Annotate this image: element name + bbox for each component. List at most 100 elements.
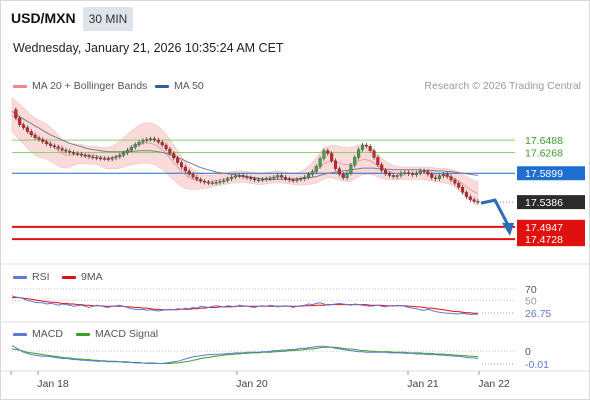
- candle-body: [299, 178, 303, 180]
- candle-body: [222, 180, 226, 182]
- pivot-label: 17.5899: [525, 168, 563, 180]
- candle-body: [276, 175, 280, 178]
- candle-body: [245, 176, 249, 178]
- candle-body: [322, 150, 326, 159]
- candle-body: [410, 173, 415, 176]
- candle-body: [83, 155, 87, 157]
- candle-body: [152, 138, 157, 141]
- candle-body: [372, 150, 376, 158]
- candle-body: [56, 146, 60, 149]
- candle-body: [91, 156, 95, 159]
- candle-body: [233, 175, 237, 178]
- candle-body: [176, 157, 180, 163]
- rsi-ma-legend-label: 9MA: [81, 271, 103, 283]
- candle-body: [214, 182, 218, 184]
- candle-body: [256, 179, 261, 182]
- bollinger-band-area: [11, 97, 479, 206]
- candle-body: [199, 179, 203, 182]
- candle-body: [360, 144, 365, 150]
- candle-body: [191, 174, 195, 178]
- candle-body: [160, 142, 164, 146]
- candle-body: [52, 145, 56, 147]
- macd-legend-label: MACD: [32, 328, 63, 340]
- ma50-line: [11, 110, 479, 180]
- candle-body: [418, 170, 422, 174]
- x-tick-label: Jan 21: [407, 378, 439, 390]
- rsi-line: [11, 295, 479, 316]
- candle-body: [457, 183, 461, 188]
- support-label-5: 17.4728: [525, 234, 563, 246]
- candle-body: [318, 158, 322, 167]
- support-label-4: 17.4947: [525, 222, 563, 234]
- candle-body: [399, 173, 403, 176]
- candle-body: [75, 153, 80, 155]
- support-label-bg-4: [517, 219, 585, 234]
- candle-body: [22, 124, 26, 128]
- candle-body: [380, 164, 384, 171]
- macd-signal-legend-swatch: [76, 333, 90, 336]
- candle-body: [303, 176, 307, 179]
- candle-body: [87, 155, 91, 158]
- candle-body: [137, 142, 141, 145]
- candle-body: [476, 201, 480, 203]
- candle-body: [156, 139, 160, 143]
- last-price-label: 17.5386: [525, 197, 563, 209]
- candle-body: [18, 117, 22, 125]
- macd-signal-legend-label: MACD Signal: [95, 328, 159, 340]
- candle-body: [122, 152, 126, 156]
- symbol-title: USD/MXN: [11, 10, 76, 26]
- candle-body: [349, 165, 353, 174]
- candle-body: [110, 157, 114, 160]
- candle-body: [268, 178, 272, 180]
- candle-body: [118, 155, 122, 158]
- candle-body: [14, 109, 18, 119]
- rsi-tick-70: 70: [525, 284, 537, 296]
- candle-body: [72, 152, 76, 154]
- candle-body: [210, 182, 214, 184]
- rsi-tick-50: 50: [525, 296, 537, 308]
- candle-body: [376, 157, 380, 165]
- candle-body: [357, 149, 361, 158]
- last-price-label-bg: [517, 195, 585, 210]
- datetime-label: Wednesday, January 21, 2026 10:35:24 AM …: [13, 41, 284, 55]
- support-label-bg-5: [517, 232, 585, 247]
- bollinger-legend-swatch: [13, 85, 27, 88]
- bollinger-legend-label: MA 20 + Bollinger Bands: [32, 80, 148, 92]
- candle-body: [337, 168, 341, 175]
- candle-body: [141, 140, 145, 143]
- candle-body: [183, 166, 187, 172]
- candle-body: [295, 179, 299, 181]
- candle-body: [60, 148, 64, 151]
- candle-body: [45, 141, 49, 145]
- candle-body: [29, 131, 33, 136]
- candle-body: [237, 175, 241, 177]
- candle-body: [145, 139, 149, 141]
- macd-last-value: -0.01: [525, 359, 549, 371]
- candle-body: [364, 144, 368, 147]
- candle-body: [226, 178, 230, 181]
- candle-body: [149, 138, 153, 140]
- candle-body: [472, 199, 476, 202]
- ma50-legend-swatch: [155, 85, 169, 88]
- candle-body: [453, 179, 457, 184]
- candle-body: [314, 166, 318, 172]
- candle-body: [326, 150, 330, 154]
- candle-body: [102, 158, 106, 160]
- timeframe-button[interactable]: 30 MIN: [83, 7, 133, 31]
- rsi-last-value: 26.75: [525, 308, 551, 320]
- candle-body: [387, 173, 391, 176]
- candle-body: [426, 171, 430, 175]
- candle-body: [384, 170, 388, 174]
- candle-body: [64, 149, 68, 152]
- candle-body: [430, 174, 434, 178]
- candle-body: [391, 175, 395, 177]
- macd-legend-swatch: [13, 333, 27, 336]
- candle-body: [48, 143, 53, 146]
- forecast-arrow-line: [480, 198, 511, 228]
- x-tick-label: Jan 18: [37, 378, 69, 390]
- candle-body: [99, 157, 103, 160]
- candle-body: [395, 175, 399, 177]
- candle-body: [407, 172, 411, 174]
- candle-body: [95, 157, 99, 159]
